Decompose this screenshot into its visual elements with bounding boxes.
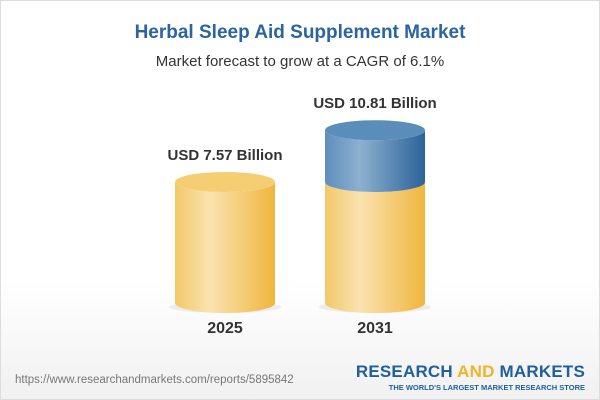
category-label: 2025: [207, 320, 243, 337]
bar-top-2031: [325, 120, 425, 141]
source-url[interactable]: https://www.researchandmarkets.com/repor…: [15, 374, 294, 386]
research-and-markets-logo: RESEARCH AND MARKETS THE WORLD'S LARGEST…: [355, 362, 585, 392]
chart-title: Herbal Sleep Aid Supplement Market: [134, 22, 466, 43]
category-label: 2031: [357, 320, 393, 337]
bar-top-2025: [175, 172, 275, 192]
bar-growth-2031: [325, 130, 425, 192]
data-label: USD 7.57 Billion: [167, 147, 282, 164]
data-label: USD 10.81 Billion: [313, 95, 436, 112]
bar-base-2025: [175, 182, 275, 313]
chart-subtitle: Market forecast to grow at a CAGR of 6.1…: [155, 53, 445, 70]
bar-base-2031: [325, 182, 425, 313]
